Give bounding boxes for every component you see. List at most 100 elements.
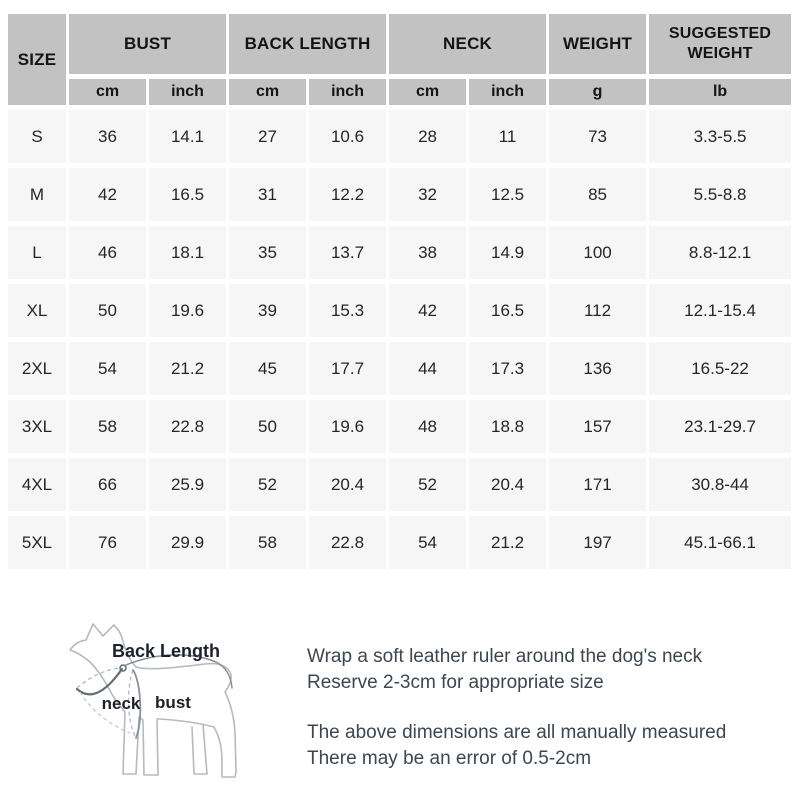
value-cell: 17.7 xyxy=(309,342,387,395)
size-cell: 5XL xyxy=(8,516,66,569)
value-cell: 39 xyxy=(229,284,307,337)
value-cell: 46 xyxy=(69,226,146,279)
column-header-weight: WEIGHT xyxy=(549,14,647,74)
back-length-label: Back Length xyxy=(112,641,220,661)
value-cell: 10.6 xyxy=(309,110,387,163)
column-header-back-length: BACK LENGTH xyxy=(229,14,387,74)
dog-measurement-diagram: Back Length neck bust xyxy=(69,623,237,778)
value-cell: 50 xyxy=(229,400,307,453)
measurement-notes: Wrap a soft leather ruler around the dog… xyxy=(307,644,726,772)
unit-header-bust-cm: cm xyxy=(69,79,146,105)
table-row: 2XL 54 21.2 45 17.7 44 17.3 136 16.5-22 xyxy=(8,342,792,395)
value-cell: 85 xyxy=(549,168,647,221)
value-cell: 18.1 xyxy=(149,226,227,279)
value-cell: 28 xyxy=(389,110,467,163)
value-cell: 45.1-66.1 xyxy=(649,516,792,569)
value-cell: 14.1 xyxy=(149,110,227,163)
unit-header-suggested-weight-lb: lb xyxy=(649,79,792,105)
value-cell: 50 xyxy=(69,284,146,337)
value-cell: 30.8-44 xyxy=(649,458,792,511)
value-cell: 42 xyxy=(389,284,467,337)
value-cell: 197 xyxy=(549,516,647,569)
value-cell: 5.5-8.8 xyxy=(649,168,792,221)
value-cell: 29.9 xyxy=(149,516,227,569)
bust-label: bust xyxy=(155,693,191,712)
value-cell: 36 xyxy=(69,110,146,163)
value-cell: 44 xyxy=(389,342,467,395)
value-cell: 17.3 xyxy=(469,342,547,395)
value-cell: 8.8-12.1 xyxy=(649,226,792,279)
column-header-suggested-weight: SUGGESTED WEIGHT xyxy=(649,14,792,74)
value-cell: 73 xyxy=(549,110,647,163)
unit-header-back-length-inch: inch xyxy=(309,79,387,105)
value-cell: 45 xyxy=(229,342,307,395)
bust-band xyxy=(79,669,142,739)
unit-header-neck-cm: cm xyxy=(389,79,467,105)
unit-header-neck-inch: inch xyxy=(469,79,547,105)
table-row: S 36 14.1 27 10.6 28 11 73 3.3-5.5 xyxy=(8,110,792,163)
value-cell: 52 xyxy=(229,458,307,511)
neck-band xyxy=(75,664,127,696)
value-cell: 19.6 xyxy=(309,400,387,453)
value-cell: 54 xyxy=(69,342,146,395)
value-cell: 20.4 xyxy=(309,458,387,511)
table-body: S 36 14.1 27 10.6 28 11 73 3.3-5.5 M 42 16.5 31 12.2 3… xyxy=(8,110,792,569)
value-cell: 66 xyxy=(69,458,146,511)
value-cell: 16.5 xyxy=(149,168,227,221)
value-cell: 3.3-5.5 xyxy=(649,110,792,163)
table-row: L 46 18.1 35 13.7 38 14.9 100 8.8-12.1 xyxy=(8,226,792,279)
size-cell: M xyxy=(8,168,66,221)
value-cell: 58 xyxy=(69,400,146,453)
value-cell: 42 xyxy=(69,168,146,221)
value-cell: 48 xyxy=(389,400,467,453)
dog-outline xyxy=(69,623,237,778)
table-row: M 42 16.5 31 12.2 32 12.5 85 5.5-8.8 xyxy=(8,168,792,221)
note-line-3: The above dimensions are all manually me… xyxy=(307,722,727,743)
size-cell: S xyxy=(8,110,66,163)
value-cell: 100 xyxy=(549,226,647,279)
size-cell: 3XL xyxy=(8,400,66,453)
value-cell: 18.8 xyxy=(469,400,547,453)
value-cell: 15.3 xyxy=(309,284,387,337)
neck-label: neck xyxy=(102,694,141,713)
value-cell: 11 xyxy=(469,110,547,163)
dog-measurement-figure: Back Length neck bust xyxy=(20,612,282,800)
value-cell: 19.6 xyxy=(149,284,227,337)
value-cell: 58 xyxy=(229,516,307,569)
value-cell: 13.7 xyxy=(309,226,387,279)
value-cell: 112 xyxy=(549,284,647,337)
value-cell: 16.5 xyxy=(469,284,547,337)
size-chart-table: SIZE BUST BACK LENGTH NECK WEIGHT SUGGES… xyxy=(5,9,794,574)
value-cell: 76 xyxy=(69,516,146,569)
value-cell: 38 xyxy=(389,226,467,279)
table-row: 3XL 58 22.8 50 19.6 48 18.8 157 23.1-29.7 xyxy=(8,400,792,453)
value-cell: 157 xyxy=(549,400,647,453)
value-cell: 16.5-22 xyxy=(649,342,792,395)
header-group-row: SIZE BUST BACK LENGTH NECK WEIGHT SUGGES… xyxy=(8,14,792,105)
note-line-4: There may be an error of 0.5-2cm xyxy=(307,748,592,769)
note-line-2: Reserve 2-3cm for appropriate size xyxy=(307,672,604,693)
value-cell: 12.5 xyxy=(469,168,547,221)
table-row: 4XL 66 25.9 52 20.4 52 20.4 171 30.8-44 xyxy=(8,458,792,511)
size-cell: 4XL xyxy=(8,458,66,511)
unit-header-bust-inch: inch xyxy=(149,79,227,105)
value-cell: 14.9 xyxy=(469,226,547,279)
value-cell: 23.1-29.7 xyxy=(649,400,792,453)
value-cell: 22.8 xyxy=(149,400,227,453)
size-cell: XL xyxy=(8,284,66,337)
column-header-neck: NECK xyxy=(389,14,547,74)
value-cell: 32 xyxy=(389,168,467,221)
value-cell: 171 xyxy=(549,458,647,511)
table-row: 5XL 76 29.9 58 22.8 54 21.2 197 45.1-66.1 xyxy=(8,516,792,569)
column-header-bust: BUST xyxy=(69,14,227,74)
column-header-size: SIZE xyxy=(8,14,66,105)
size-cell: 2XL xyxy=(8,342,66,395)
note-paragraph-2: The above dimensions are all manually me… xyxy=(307,720,726,772)
size-cell: L xyxy=(8,226,66,279)
value-cell: 54 xyxy=(389,516,467,569)
value-cell: 12.1-15.4 xyxy=(649,284,792,337)
value-cell: 22.8 xyxy=(309,516,387,569)
value-cell: 52 xyxy=(389,458,467,511)
value-cell: 31 xyxy=(229,168,307,221)
value-cell: 27 xyxy=(229,110,307,163)
